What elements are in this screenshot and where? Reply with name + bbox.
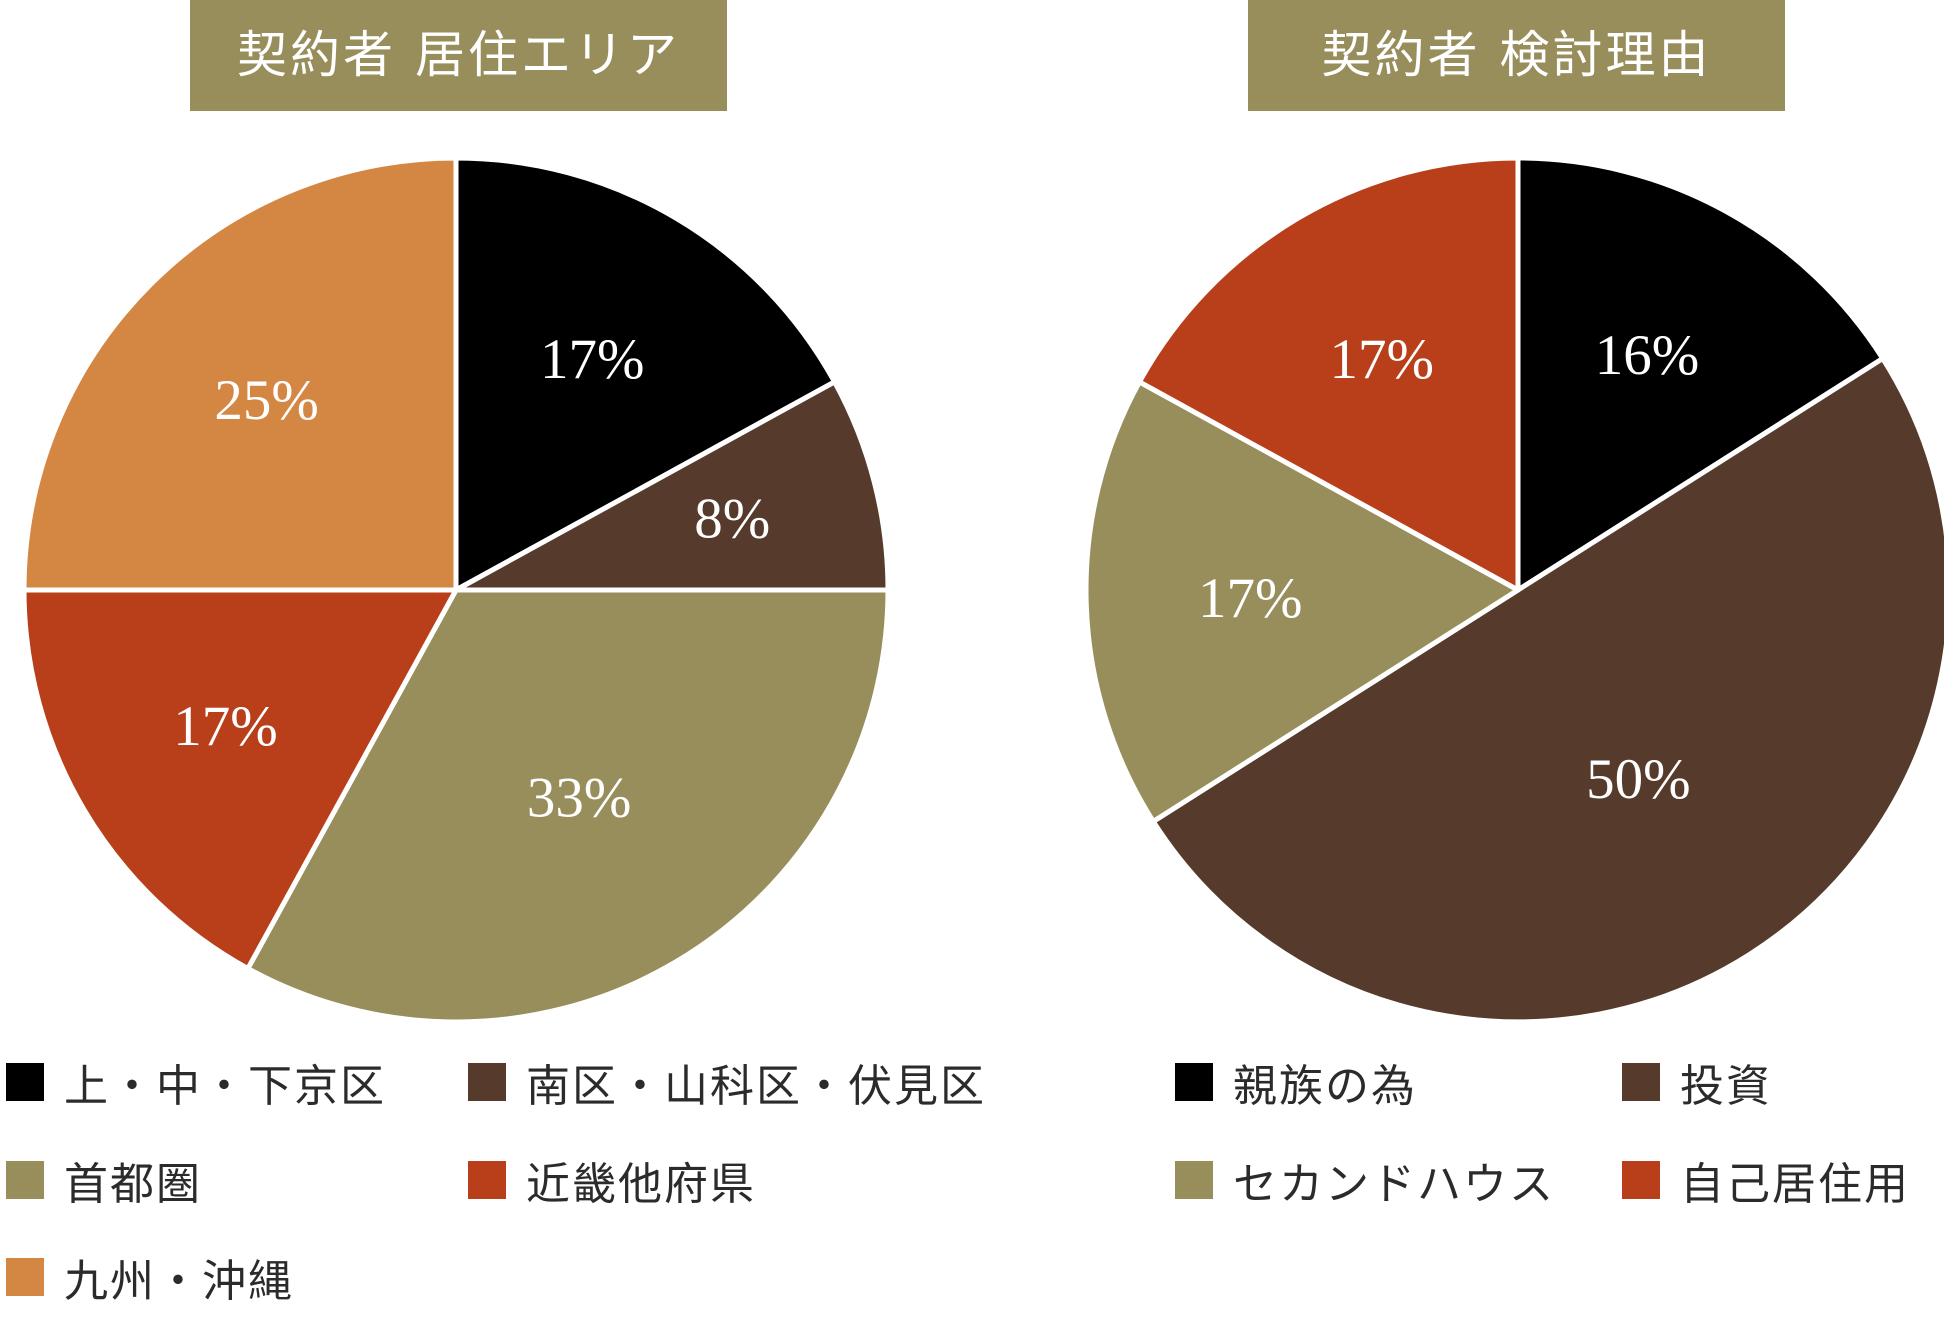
legend-label: セカンドハウス bbox=[1233, 1159, 1555, 1210]
slice-percent-label: 17% bbox=[540, 328, 644, 391]
legend-swatch bbox=[1622, 1063, 1660, 1101]
legend-swatch bbox=[6, 1063, 44, 1101]
pie-slice bbox=[1083, 379, 1521, 824]
legend-swatch bbox=[1175, 1063, 1213, 1101]
legend-item: 九州・沖縄 bbox=[6, 1247, 294, 1307]
pie-slice bbox=[453, 155, 838, 593]
legend-label: 親族の為 bbox=[1233, 1061, 1417, 1112]
legend-item: 親族の為 bbox=[1175, 1052, 1417, 1112]
legend-label: 上・中・下京区 bbox=[64, 1061, 386, 1112]
pie-slice bbox=[1150, 356, 1944, 1025]
slice-percent-label: 17% bbox=[1329, 328, 1433, 391]
slice-percent-label: 8% bbox=[694, 488, 770, 551]
legend-label: 近畿他府県 bbox=[526, 1159, 756, 1210]
pie-chart-residence-area: 17% 8% 33% 17% 25% bbox=[21, 155, 891, 1025]
chart-residence-area: 契約者 居住エリア 17% 8% 33% 17% 25% 上・中・下京区 南区・山科区・… bbox=[6, 0, 984, 1307]
legend-item: 首都圏 bbox=[6, 1150, 202, 1210]
legend-item: セカンドハウス bbox=[1175, 1150, 1555, 1210]
legend-item: 近畿他府県 bbox=[468, 1150, 756, 1210]
legend-item: 自己居住用 bbox=[1622, 1150, 1910, 1210]
slice-percent-label: 25% bbox=[214, 369, 318, 432]
chart-title: 契約者 検討理由 bbox=[1248, 0, 1785, 111]
pie-slice bbox=[21, 587, 459, 972]
legend-label: 九州・沖縄 bbox=[64, 1256, 294, 1307]
pie-slice bbox=[21, 155, 459, 593]
legend-swatch bbox=[1175, 1161, 1213, 1199]
legend-swatch bbox=[6, 1258, 44, 1296]
legend-label: 投資 bbox=[1680, 1061, 1772, 1112]
chart-consideration-reason: 契約者 検討理由 16% 50% 17% 17% 親族の為 投資 セカンドハウス 自己… bbox=[972, 0, 1944, 1334]
pie-slice bbox=[245, 587, 891, 1025]
legend-label: 南区・山科区・伏見区 bbox=[526, 1061, 986, 1112]
slice-percent-label: 33% bbox=[527, 767, 631, 830]
chart-title: 契約者 居住エリア bbox=[190, 0, 727, 111]
legend-swatch bbox=[1622, 1161, 1660, 1199]
legend-swatch bbox=[468, 1161, 506, 1199]
legend-swatch bbox=[468, 1063, 506, 1101]
legend-label: 自己居住用 bbox=[1680, 1159, 1910, 1210]
legend-item: 南区・山科区・伏見区 bbox=[468, 1052, 986, 1112]
legend-item: 投資 bbox=[1622, 1052, 1772, 1112]
pie-slice bbox=[453, 379, 891, 593]
slice-percent-label: 50% bbox=[1586, 748, 1690, 811]
pie-slice bbox=[1515, 155, 1886, 593]
pie-chart-consideration-reason: 16% 50% 17% 17% bbox=[1083, 155, 1944, 1025]
slice-percent-label: 16% bbox=[1595, 324, 1699, 387]
legend-swatch bbox=[6, 1161, 44, 1199]
legend-label: 首都圏 bbox=[64, 1159, 202, 1210]
slice-percent-label: 17% bbox=[1198, 567, 1302, 630]
legend-item: 上・中・下京区 bbox=[6, 1052, 386, 1112]
pie-slice bbox=[1136, 155, 1521, 593]
slice-percent-label: 17% bbox=[173, 695, 277, 758]
